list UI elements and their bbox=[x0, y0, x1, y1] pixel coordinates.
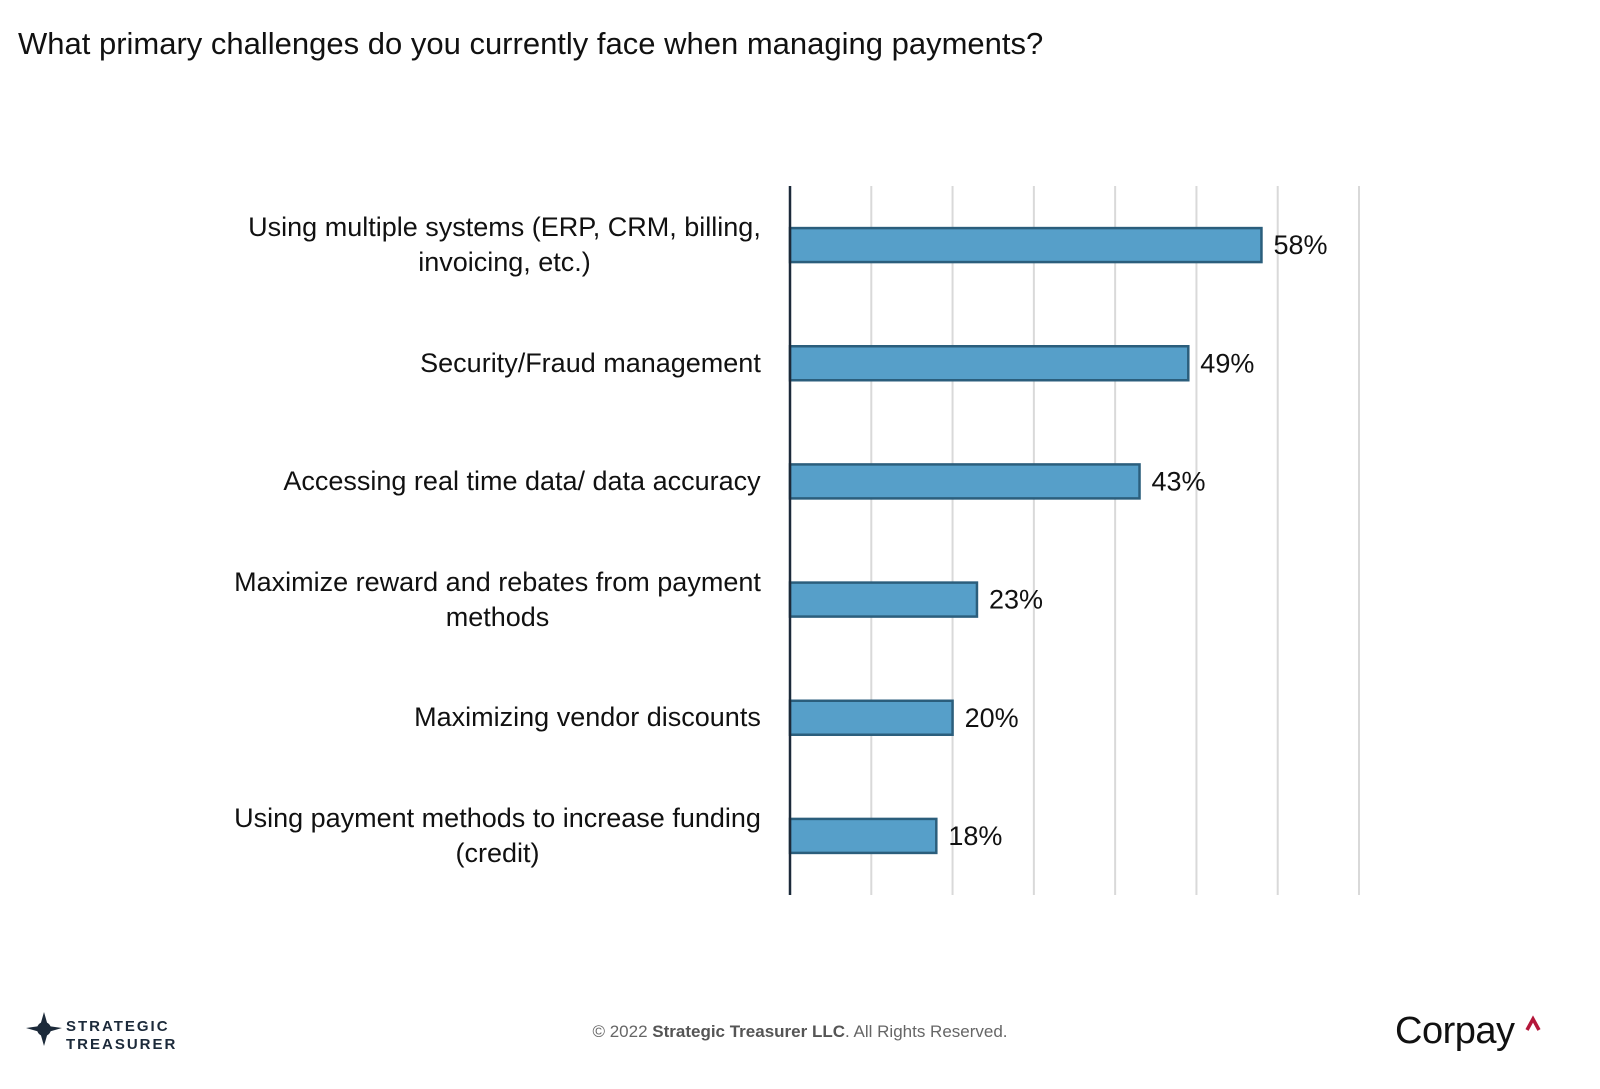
category-label: Maximizing vendor discounts bbox=[414, 702, 761, 733]
value-label: 58% bbox=[1273, 230, 1327, 260]
category-label: Security/Fraud management bbox=[420, 347, 761, 378]
copyright-prefix: © 2022 bbox=[592, 1022, 653, 1041]
category-label: Maximize reward and rebates from payment… bbox=[234, 566, 761, 632]
copyright-owner: Strategic Treasurer LLC bbox=[652, 1022, 846, 1041]
copyright: © 2022 Strategic Treasurer LLC. All Righ… bbox=[0, 1022, 1600, 1042]
copyright-suffix: . All Rights Reserved. bbox=[845, 1022, 1008, 1041]
brand-logo: Corpay bbox=[1395, 1010, 1515, 1052]
bar bbox=[788, 226, 1263, 264]
value-label: 18% bbox=[948, 821, 1002, 851]
value-label: 23% bbox=[989, 585, 1043, 615]
bar bbox=[788, 699, 954, 736]
bar bbox=[788, 581, 979, 618]
brand-caret bbox=[1525, 1015, 1541, 1031]
bar bbox=[788, 463, 1141, 500]
logo-icon bbox=[26, 1012, 62, 1046]
bar bbox=[788, 345, 1190, 382]
bar bbox=[788, 817, 938, 855]
value-label: 20% bbox=[965, 703, 1019, 733]
category-label: Using multiple systems (ERP, CRM, billin… bbox=[248, 212, 761, 278]
category-label: Using payment methods to increase fundin… bbox=[234, 802, 761, 868]
category-label: Accessing real time data/ data accuracy bbox=[283, 465, 761, 496]
logo-text: STRATEGIC bbox=[66, 1018, 170, 1035]
value-label: 49% bbox=[1200, 348, 1254, 378]
value-label: 43% bbox=[1152, 467, 1206, 497]
chart-title: What primary challenges do you currently… bbox=[18, 26, 1044, 61]
logo-text: TREASURER bbox=[66, 1036, 178, 1053]
